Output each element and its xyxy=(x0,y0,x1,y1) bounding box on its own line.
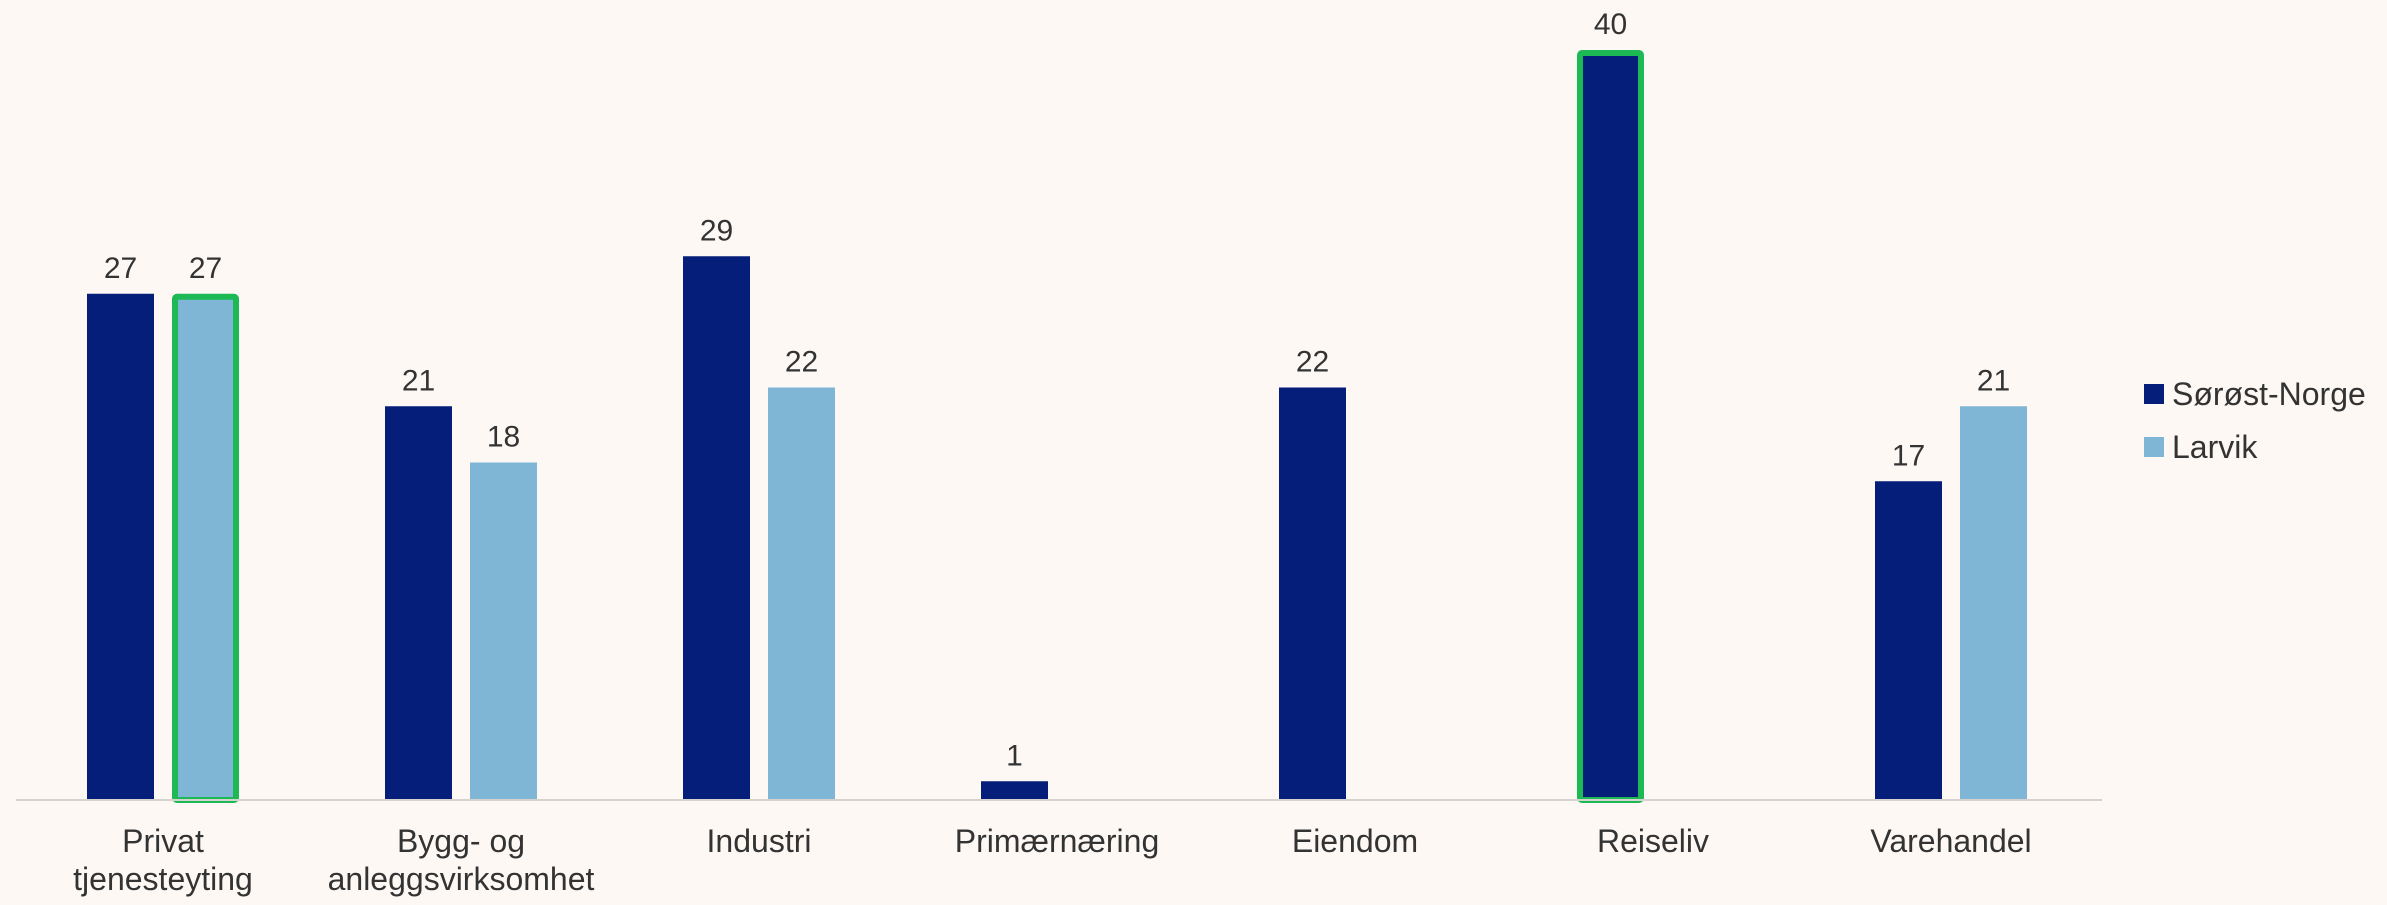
bar-sorost-norge-reiseliv xyxy=(1577,50,1644,803)
bar-sorost-norge-primaernaering xyxy=(981,781,1048,800)
category-label-bygg-og-anleggsvirksomhet: Bygg- og anleggsvirksomhet xyxy=(328,823,595,897)
bar-sorost-norge-eiendom xyxy=(1279,387,1346,800)
data-label-sorost-norge-reiseliv: 40 xyxy=(1594,8,1627,41)
bar-larvik-industri xyxy=(768,387,835,800)
category-label-reiseliv: Reiseliv xyxy=(1597,823,1709,859)
data-labels-layer: 27 27 21 18 29 22 1 22 40 17 21 xyxy=(104,8,2010,772)
data-label-sorost-norge-bygg-og-anleggsvirksomhet: 21 xyxy=(402,364,435,397)
bar-larvik-bygg-og-anleggsvirksomhet xyxy=(470,462,537,800)
legend-item-sorost-norge: Sørøst-Norge xyxy=(2144,376,2366,412)
data-label-sorost-norge-eiendom: 22 xyxy=(1296,346,1329,379)
bar-larvik-privat-tjenesteyting xyxy=(172,293,239,803)
data-label-larvik-varehandel: 21 xyxy=(1977,364,2010,397)
bars-layer xyxy=(87,50,2027,803)
category-label-primaernaering: Primærnæring xyxy=(955,823,1159,859)
data-label-sorost-norge-varehandel: 17 xyxy=(1892,439,1925,472)
legend: Sørøst-Norge Larvik xyxy=(2144,376,2366,465)
data-label-larvik-bygg-og-anleggsvirksomhet: 18 xyxy=(487,421,520,454)
legend-label-sorost-norge: Sørøst-Norge xyxy=(2172,376,2366,412)
bar-sorost-norge-varehandel xyxy=(1875,481,1942,800)
category-label-varehandel: Varehandel xyxy=(1870,823,2031,859)
data-label-larvik-industri: 22 xyxy=(785,346,818,379)
category-label-industri: Industri xyxy=(707,823,812,859)
legend-swatch-larvik xyxy=(2144,437,2164,457)
data-label-sorost-norge-industri: 29 xyxy=(700,214,733,247)
legend-label-larvik: Larvik xyxy=(2172,429,2258,465)
data-label-larvik-privat-tjenesteyting: 27 xyxy=(189,252,222,285)
data-label-sorost-norge-privat-tjenesteyting: 27 xyxy=(104,252,137,285)
bar-sorost-norge-bygg-og-anleggsvirksomhet xyxy=(385,406,452,800)
category-labels-layer: Privat tjenesteyting Bygg- og anleggsvirkso… xyxy=(73,823,2031,897)
category-label-privat-tjenesteyting: Privat tjenesteyting xyxy=(73,823,253,897)
bar-sorost-norge-privat-tjenesteyting xyxy=(87,293,154,800)
data-label-sorost-norge-primaernaering: 1 xyxy=(1006,739,1023,772)
bar-sorost-norge-industri xyxy=(683,256,750,800)
category-label-eiendom: Eiendom xyxy=(1292,823,1418,859)
legend-item-larvik: Larvik xyxy=(2144,429,2258,465)
legend-swatch-sorost-norge xyxy=(2144,384,2164,404)
bar-larvik-varehandel xyxy=(1960,406,2027,800)
